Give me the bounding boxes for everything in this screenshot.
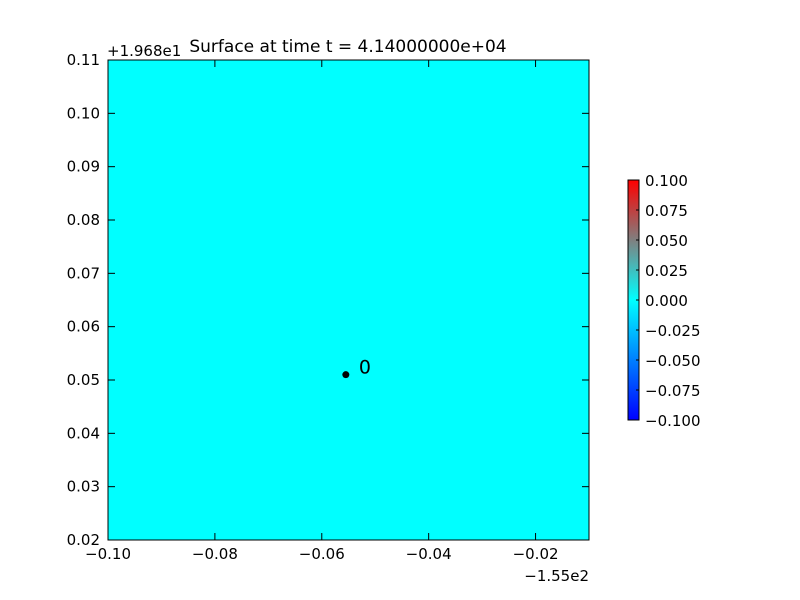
colorbar-tick-label: 0.000 — [645, 292, 688, 310]
x-axis-ticks: −0.10 −0.08 −0.06 −0.04 −0.02 — [85, 60, 559, 563]
plot-frame — [107, 59, 590, 541]
y-tick-label: 0.02 — [67, 531, 100, 549]
y-axis-ticks: 0.02 0.03 0.04 0.05 0.06 0.07 0.08 0.09 0.10 0.11 — [67, 51, 589, 549]
y-tick-label: 0.08 — [67, 211, 100, 229]
colorbar-tick-label: −0.050 — [645, 352, 701, 370]
y-tick-label: 0.10 — [67, 104, 100, 122]
gauge-label: 0 — [359, 357, 371, 379]
chart-title: Surface at time t = 4.14000000e+04 — [189, 37, 506, 57]
y-offset-label: +1.968e1 — [107, 42, 181, 60]
y-tick-label: 0.03 — [67, 478, 100, 496]
x-offset-label: −1.55e2 — [524, 567, 589, 585]
y-tick-label: 0.05 — [67, 371, 100, 389]
colorbar-tick-label: −0.100 — [645, 412, 701, 430]
x-tick-label: −0.08 — [192, 545, 238, 563]
colorbar-tick-label: 0.050 — [645, 232, 688, 250]
x-tick-label: −0.10 — [85, 545, 131, 563]
colorbar-tick-label: 0.025 — [645, 262, 688, 280]
gauge-point — [342, 371, 350, 379]
y-tick-label: 0.07 — [67, 264, 100, 282]
colorbar-ticks: 0.100 0.075 0.050 0.025 0.000 −0.025 −0.050 −0.… — [636, 172, 701, 430]
y-tick-label: 0.09 — [67, 158, 100, 176]
y-tick-label: 0.06 — [67, 318, 100, 336]
colorbar-tick-label: −0.075 — [645, 382, 701, 400]
y-tick-label: 0.04 — [67, 424, 100, 442]
x-tick-label: −0.02 — [513, 545, 559, 563]
colorbar-tick-label: 0.100 — [645, 172, 688, 190]
gauge-markers: 0 — [342, 357, 371, 379]
colorbar-tick-label: 0.075 — [645, 202, 688, 220]
x-tick-label: −0.04 — [406, 545, 452, 563]
y-tick-label: 0.11 — [67, 51, 100, 69]
colorbar-tick-label: −0.025 — [645, 322, 701, 340]
surface-field — [108, 60, 589, 540]
x-tick-label: −0.06 — [299, 545, 345, 563]
